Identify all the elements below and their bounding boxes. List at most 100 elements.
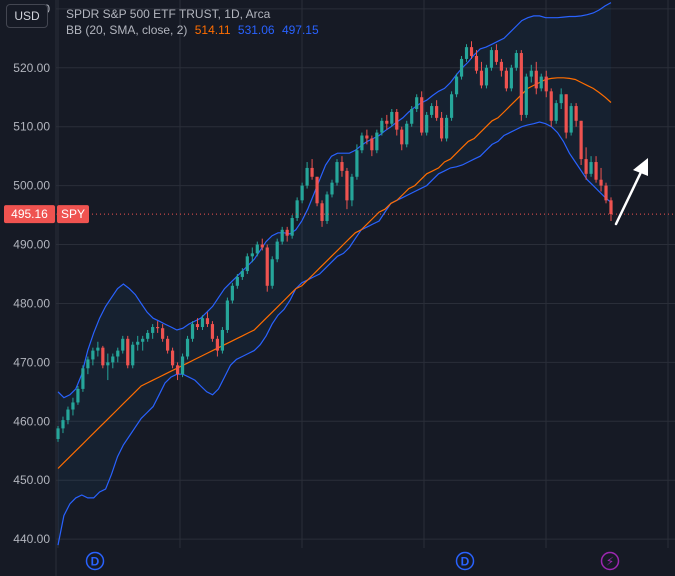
candle-body: [146, 332, 150, 339]
candle: [285, 226, 289, 242]
candle-body: [609, 200, 613, 215]
candle-body: [106, 362, 110, 366]
candle: [340, 156, 344, 177]
candle-body: [569, 106, 573, 133]
candle-body: [245, 256, 249, 272]
candle-body: [190, 324, 195, 339]
candle: [410, 106, 414, 127]
candle-body: [56, 428, 60, 439]
candle-body: [554, 103, 558, 121]
candle: [116, 347, 120, 363]
candle: [350, 173, 354, 207]
candle: [220, 327, 225, 354]
dividend-marker-label: D: [91, 555, 100, 569]
candle: [569, 103, 573, 136]
candle: [156, 321, 160, 333]
price-axis-tick-label: 500.00: [13, 179, 50, 193]
event-markers[interactable]: D D ⚡: [85, 551, 620, 571]
candle-body: [290, 218, 294, 236]
candle-body: [534, 70, 538, 89]
candle: [170, 347, 175, 369]
candle-body: [395, 111, 399, 130]
candle: [86, 356, 90, 375]
candle-body: [325, 194, 329, 221]
candle: [91, 347, 95, 366]
candle-body: [156, 327, 160, 329]
currency-button[interactable]: USD: [6, 4, 48, 28]
candle-body: [499, 61, 503, 71]
candle-body: [235, 276, 239, 286]
bollinger-basis-line: [57, 77, 612, 469]
candle-body: [136, 341, 140, 345]
candle: [200, 315, 205, 330]
candle: [141, 335, 145, 351]
candle: [300, 182, 304, 204]
candle: [146, 329, 150, 342]
candle-body: [225, 300, 229, 330]
candle: [96, 341, 100, 357]
candle-body: [514, 53, 518, 68]
candle-body: [220, 329, 225, 351]
candle-body: [489, 50, 494, 68]
price-axis-tick-label: 460.00: [13, 414, 50, 428]
candle-body: [410, 109, 414, 124]
bb-upper-value: 531.06: [237, 23, 275, 37]
candle: [370, 135, 374, 157]
candle: [574, 103, 578, 127]
candle-body: [345, 170, 349, 201]
candle: [210, 321, 215, 342]
candle: [101, 345, 105, 369]
upward-arrow-annotation[interactable]: [614, 158, 648, 226]
candle: [345, 167, 349, 210]
candle: [604, 182, 608, 204]
candle: [260, 238, 264, 251]
candle: [589, 156, 593, 177]
candle: [544, 70, 548, 98]
candle-body: [121, 338, 125, 351]
candle-body: [76, 388, 80, 403]
candle: [305, 162, 309, 189]
candle-body: [484, 67, 489, 86]
candle: [111, 353, 115, 369]
bollinger-upper-band: [57, 2, 612, 399]
candle: [325, 191, 329, 224]
candle: [71, 397, 75, 416]
candle: [66, 406, 70, 425]
candle-body: [330, 182, 334, 195]
symbol-title[interactable]: SPDR S&P 500 ETF TRUST, 1D, Arca: [66, 7, 271, 21]
candle-body: [151, 327, 155, 333]
candle-body: [474, 55, 479, 71]
candle: [464, 44, 469, 62]
dividend-marker[interactable]: D: [85, 551, 105, 571]
candle-body: [205, 318, 210, 325]
candle: [504, 67, 508, 92]
indicator-legend[interactable]: BB (20, SMA, close, 2) 514.11 531.06 497…: [66, 22, 323, 38]
candle: [559, 88, 563, 110]
candle-body: [111, 356, 115, 363]
candle-body: [61, 420, 65, 429]
candle: [166, 335, 170, 354]
price-axis-tick-label: 470.00: [13, 355, 50, 369]
candle-body: [320, 203, 324, 221]
candle: [295, 197, 299, 221]
candle: [584, 147, 588, 180]
candle-body: [574, 106, 578, 121]
price-axis[interactable]: 440.00 450.00 460.00 470.00 480.00 490.00 500.…: [0, 0, 57, 576]
last-price-box: [4, 205, 55, 224]
candle-body: [131, 344, 135, 366]
price-axis-tick-label: 450.00: [13, 473, 50, 487]
event-marker[interactable]: ⚡: [600, 551, 620, 571]
dividend-marker[interactable]: D: [455, 551, 475, 571]
candle: [195, 318, 200, 330]
indicator-name: BB (20, SMA, close, 2): [66, 23, 188, 37]
candle-body: [459, 58, 464, 77]
candle: [136, 335, 140, 351]
candle: [240, 268, 244, 280]
candlestick-series: [56, 41, 613, 442]
candle: [215, 335, 220, 357]
chart-legend: SPDR S&P 500 ETF TRUST, 1D, Arca BB (20,…: [66, 6, 323, 38]
candle: [524, 73, 528, 118]
candle: [225, 297, 229, 333]
candle-body: [66, 409, 70, 421]
